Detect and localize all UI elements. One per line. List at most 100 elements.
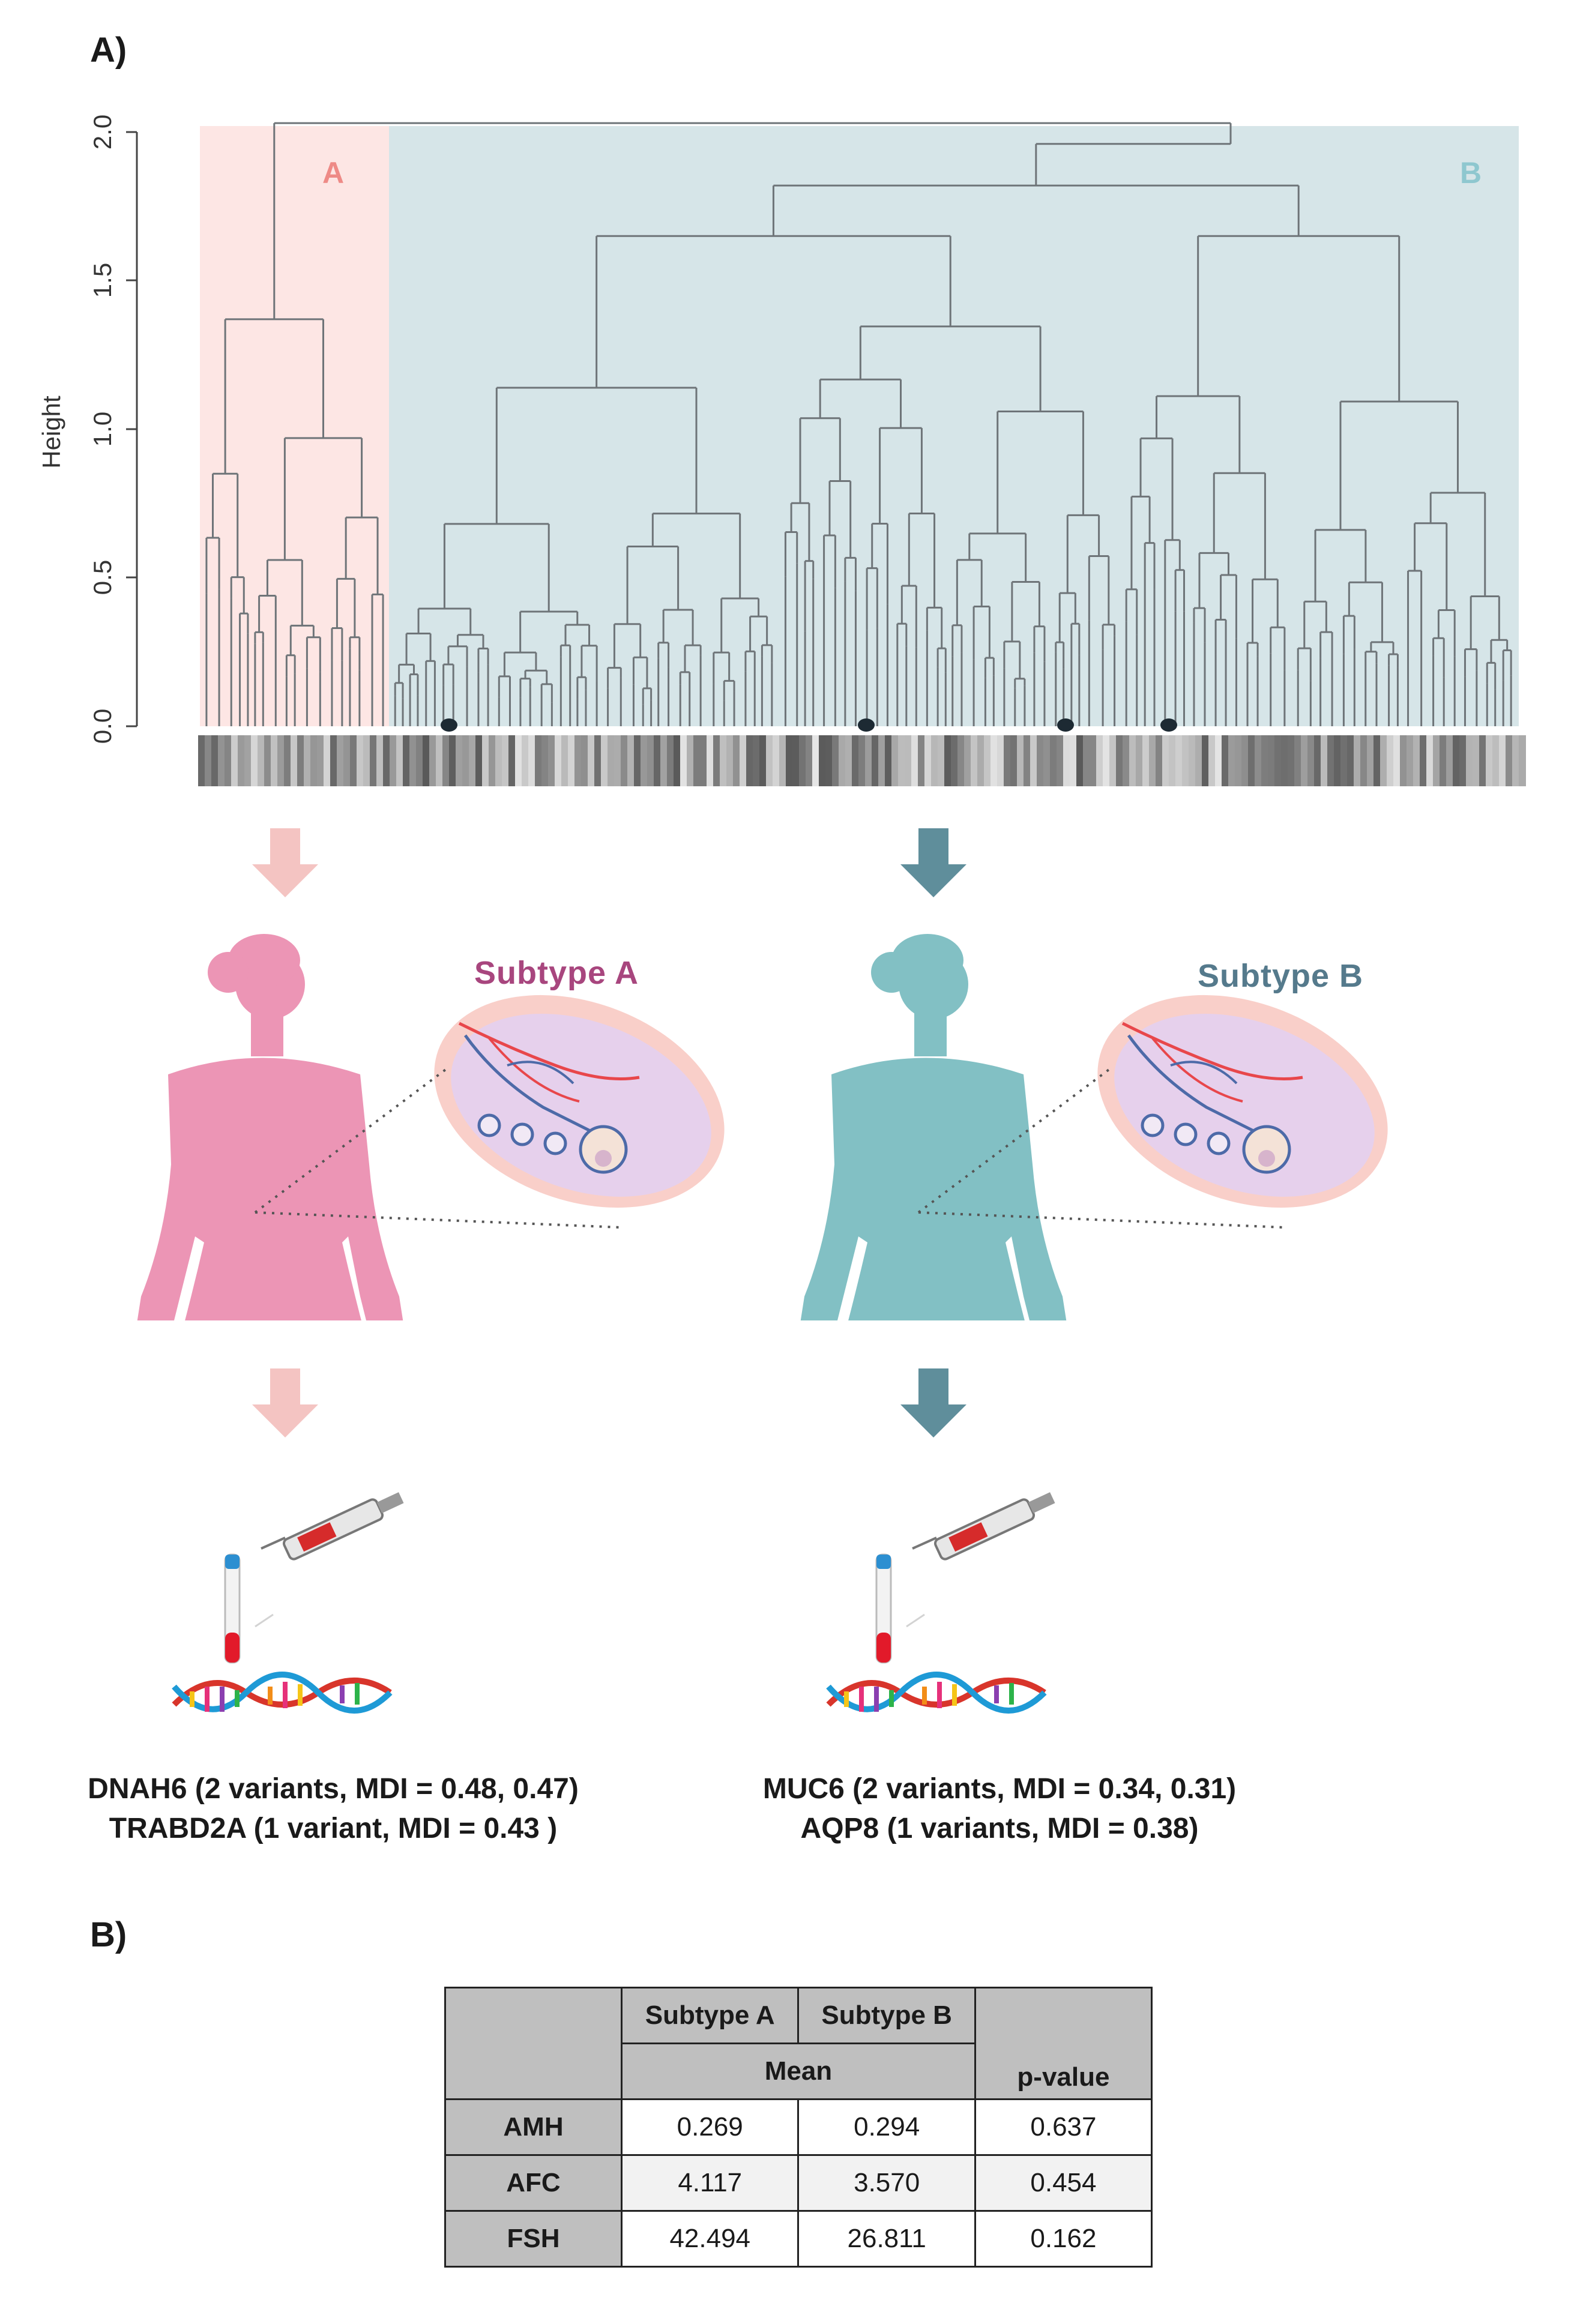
panel-b-label: B) <box>90 1915 127 1954</box>
cluster-b-label: B <box>1460 156 1482 190</box>
heat-cell <box>475 735 483 786</box>
heat-cell <box>1090 735 1097 786</box>
heat-cell <box>456 735 463 786</box>
heat-cell <box>951 735 958 786</box>
heat-cell <box>1400 735 1407 786</box>
cell-subtype-a: 0.269 <box>621 2098 800 2156</box>
heat-cell <box>1294 735 1301 786</box>
subtype-b-arrow-bottom <box>900 1368 966 1437</box>
heat-cell <box>1195 735 1202 786</box>
subtype-b-ovary <box>1068 957 1418 1245</box>
heat-cell <box>667 735 674 786</box>
heat-cell <box>938 735 945 786</box>
heat-cell <box>1182 735 1189 786</box>
heat-cell <box>581 735 588 786</box>
heat-cell <box>436 735 443 786</box>
heat-cell <box>1387 735 1394 786</box>
heat-cell <box>449 735 456 786</box>
heat-cell <box>1393 735 1401 786</box>
subtype-b-gene-line-1: MUC6 (2 variants, MDI = 0.34, 0.31) <box>762 1773 1237 1805</box>
heat-cell <box>1169 735 1176 786</box>
heat-cell <box>799 735 806 786</box>
heat-cell <box>1288 735 1295 786</box>
heat-cell <box>608 735 615 786</box>
subtype-a-ovary <box>405 957 755 1245</box>
heat-cell <box>1050 735 1057 786</box>
heat-cell <box>429 735 436 786</box>
heat-cell <box>707 735 714 786</box>
heat-cell <box>337 735 344 786</box>
heat-cell <box>660 735 668 786</box>
heat-cell <box>588 735 595 786</box>
heat-cell <box>1189 735 1196 786</box>
subtype-a-dna <box>174 1675 390 1712</box>
heat-cell <box>1499 735 1506 786</box>
heat-cell <box>1030 735 1037 786</box>
heat-cell <box>1109 735 1117 786</box>
heat-cell <box>469 735 476 786</box>
heat-cell <box>1440 735 1447 786</box>
heat-cell <box>423 735 430 786</box>
heat-cell <box>693 735 701 786</box>
heat-cell <box>396 735 403 786</box>
subtype-illustrations <box>120 828 1586 1861</box>
dendrogram-tree <box>205 122 1512 726</box>
subtype-b-gene-line-2: AQP8 (1 variants, MDI = 0.38) <box>800 1813 1199 1844</box>
leaf-marker <box>1160 718 1177 732</box>
heat-cell <box>1096 735 1103 786</box>
heat-cell <box>753 735 760 786</box>
heat-cell <box>1248 735 1255 786</box>
cell-p-value: 0.637 <box>974 2098 1153 2156</box>
heat-cell <box>1142 735 1150 786</box>
table-row: FSH 42.494 26.811 0.162 <box>444 2210 1153 2268</box>
heat-cell <box>852 735 859 786</box>
cell-subtype-b: 3.570 <box>797 2154 976 2212</box>
subtype-b-zoom-line <box>917 1067 1112 1214</box>
heat-cell <box>700 735 707 786</box>
heat-cell <box>1083 735 1090 786</box>
heat-cell <box>878 735 885 786</box>
heat-strip <box>198 735 1526 786</box>
heat-cell <box>1281 735 1288 786</box>
heat-cell <box>1307 735 1315 786</box>
heat-cell <box>825 735 833 786</box>
subtype-b-arrow-top <box>900 828 966 897</box>
leaf-marker <box>1057 718 1074 732</box>
cell-p-value: 0.454 <box>974 2154 1153 2212</box>
heat-cell <box>1301 735 1308 786</box>
heat-cell <box>1057 735 1064 786</box>
heat-cell <box>872 735 879 786</box>
subtype-b-genes: MUC6 (2 variants, MDI = 0.34, 0.31) AQP8… <box>669 1769 1330 1849</box>
heat-cell <box>1367 735 1374 786</box>
cell-p-value: 0.162 <box>974 2210 1153 2268</box>
heat-cell <box>218 735 225 786</box>
heat-cell <box>1010 735 1018 786</box>
subtype-a-zoom-line <box>254 1067 448 1214</box>
heat-cell <box>594 735 602 786</box>
heat-cell <box>984 735 991 786</box>
heat-cell <box>891 735 899 786</box>
heat-cell <box>1373 735 1381 786</box>
heat-cell <box>1512 735 1519 786</box>
y-tick-1: 0.5 <box>88 560 116 595</box>
heat-cell <box>238 735 245 786</box>
row-label: FSH <box>444 2210 623 2268</box>
heat-cell <box>1070 735 1077 786</box>
heat-cell <box>865 735 872 786</box>
heat-cell <box>1175 735 1183 786</box>
y-axis <box>126 131 138 727</box>
heat-cell <box>1116 735 1123 786</box>
heat-cell <box>1413 735 1420 786</box>
heat-cell <box>1459 735 1467 786</box>
cluster-a-region <box>200 126 389 726</box>
heat-cell <box>918 735 925 786</box>
heat-cell <box>812 735 819 786</box>
heat-cell <box>1420 735 1427 786</box>
cell-subtype-a: 42.494 <box>621 2210 800 2268</box>
heat-cell <box>1123 735 1130 786</box>
heat-cell <box>601 735 608 786</box>
heat-cell <box>357 735 364 786</box>
heat-cell <box>806 735 813 786</box>
heat-cell <box>1354 735 1361 786</box>
heat-cell <box>1261 735 1268 786</box>
